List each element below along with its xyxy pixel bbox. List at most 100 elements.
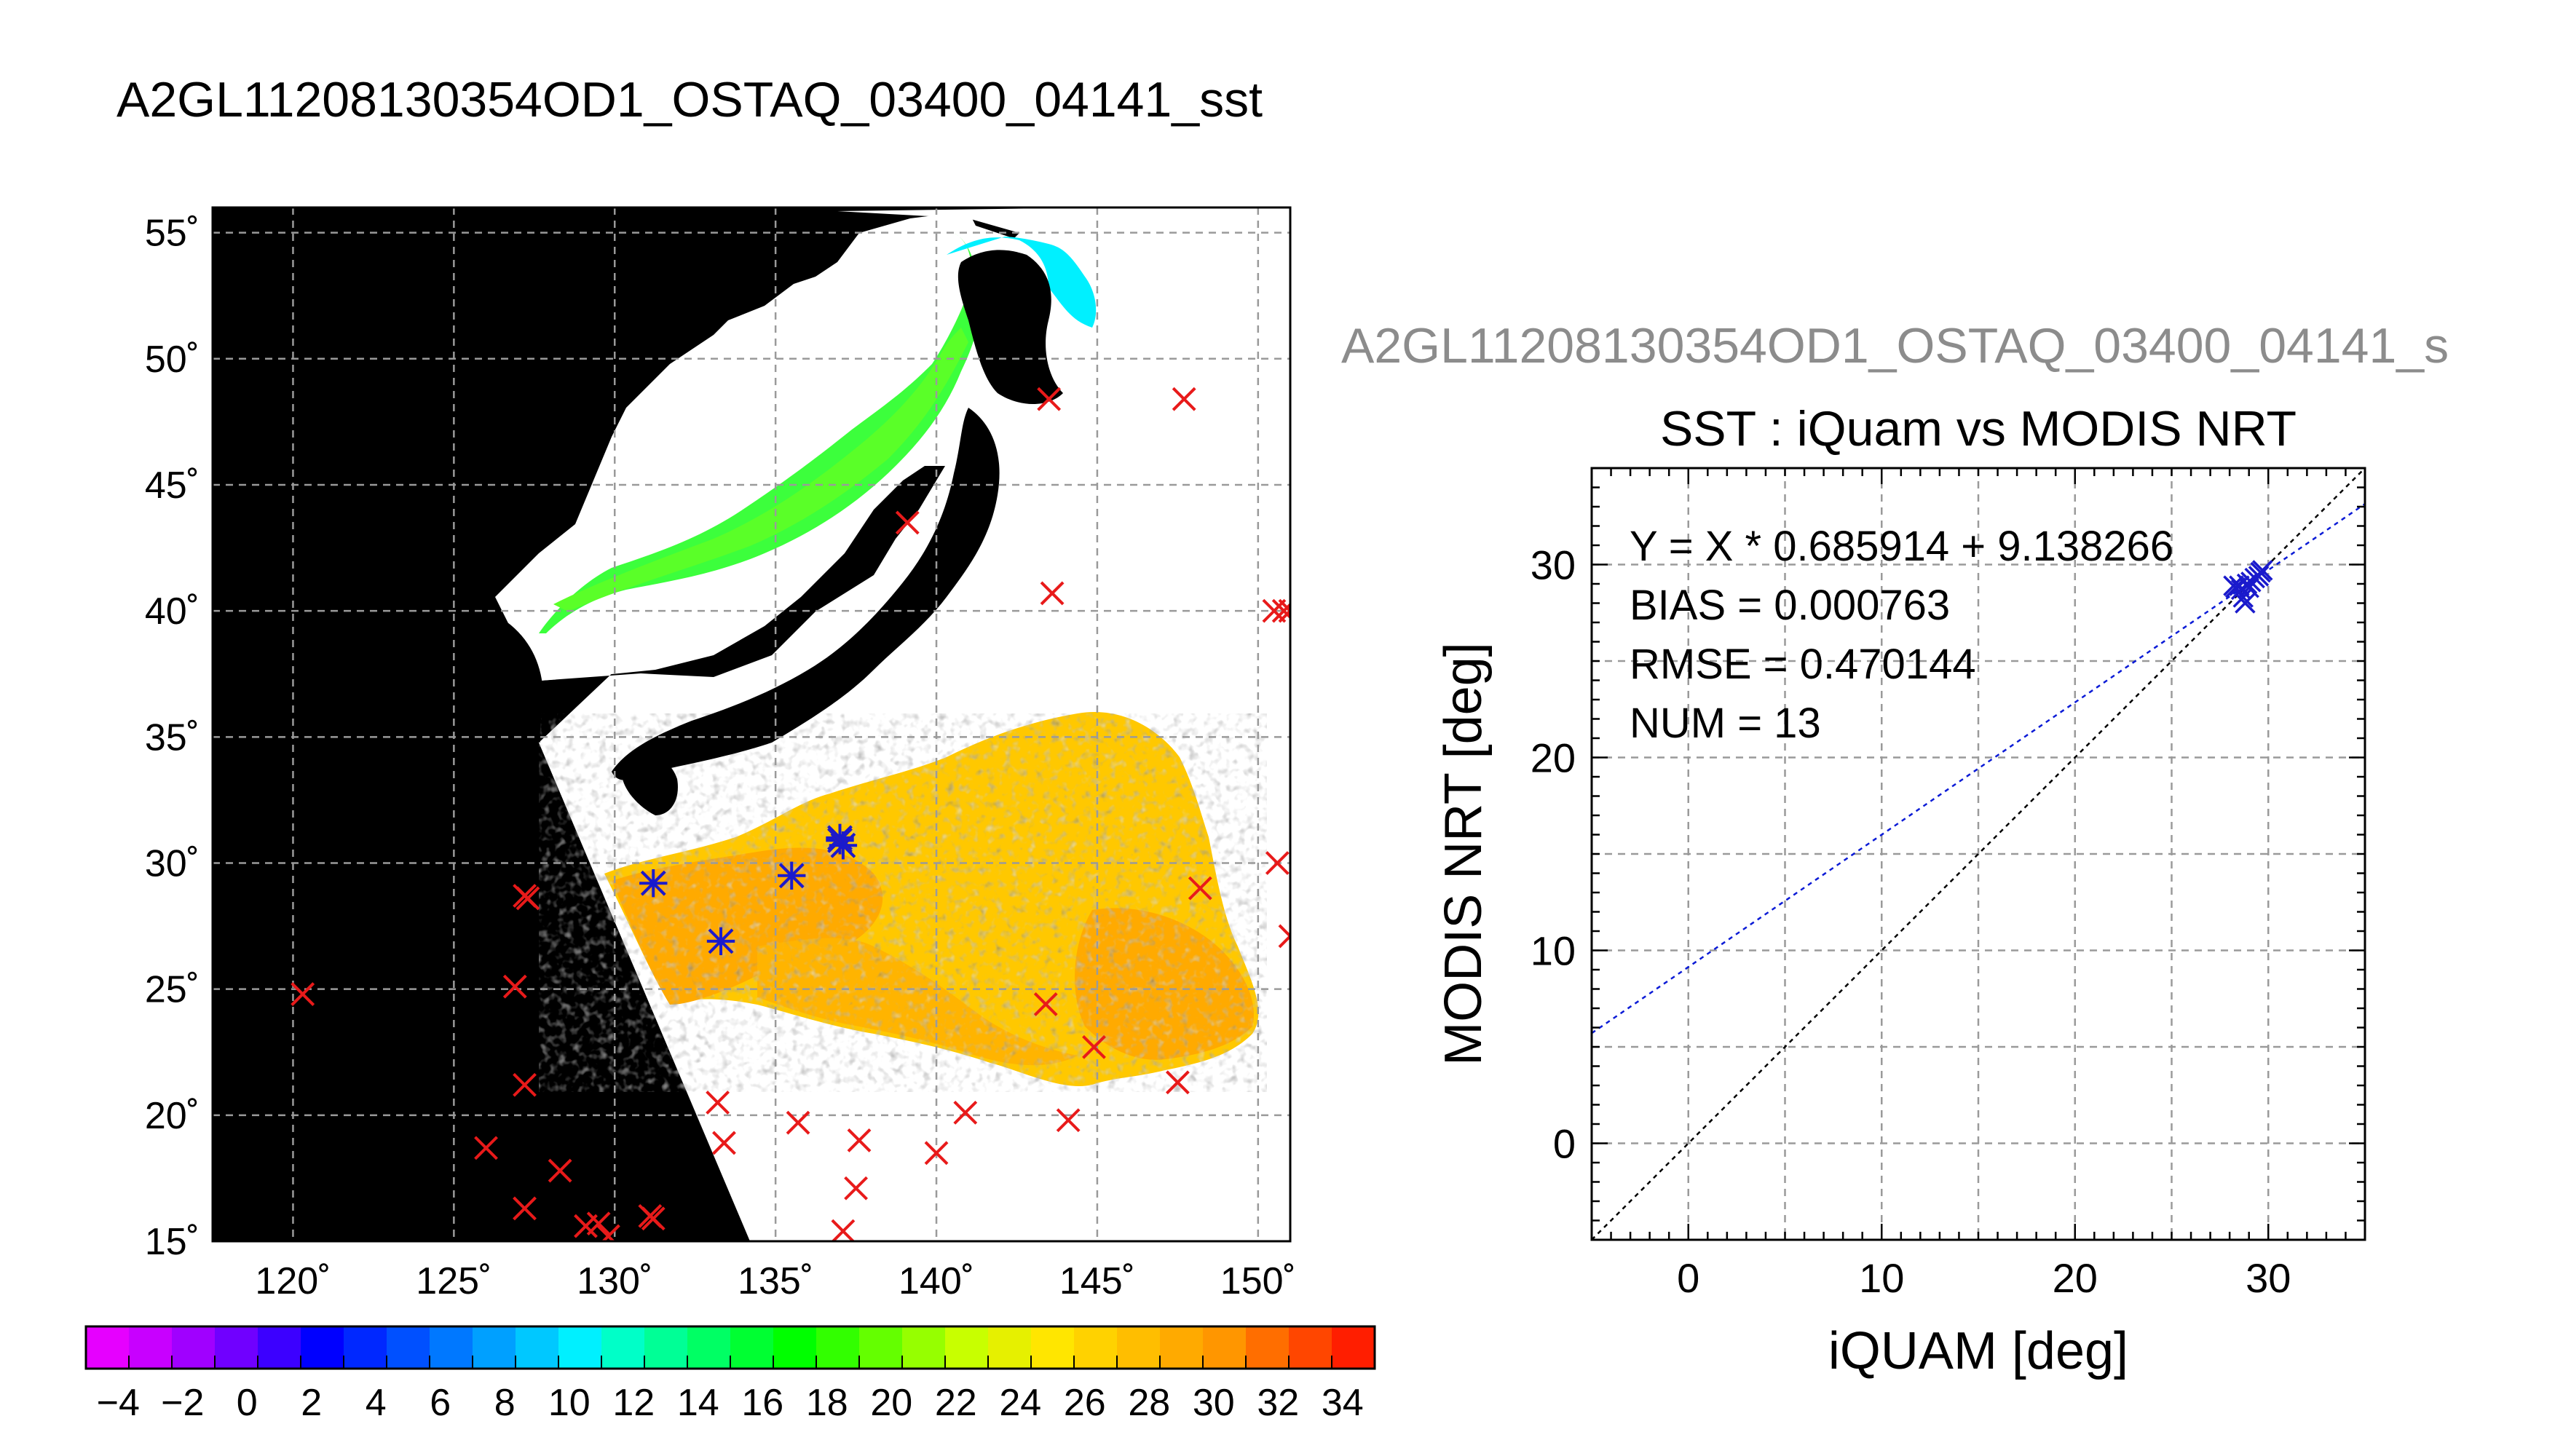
colorbar-segment	[730, 1326, 774, 1369]
stats-box: Y = X * 0.685914 + 9.138266 BIAS = 0.000…	[1630, 523, 2173, 747]
scatter-point	[2235, 593, 2256, 614]
map-marker-unmatched	[513, 1196, 537, 1221]
scatter-y-tick-label: 10	[1531, 928, 1576, 974]
map-marker-matched	[706, 927, 735, 956]
map-x-tick-label: 135˚	[738, 1260, 813, 1302]
colorbar-tick-label: 0	[237, 1382, 258, 1424]
map-marker-unmatched	[1082, 1034, 1106, 1059]
colorbar-tick-label: −2	[161, 1382, 204, 1424]
map-marker-unmatched	[924, 1141, 949, 1166]
map-marker-unmatched	[844, 1176, 868, 1200]
map-marker-unmatched	[895, 510, 920, 535]
map-marker-unmatched	[516, 886, 540, 911]
map-marker-unmatched	[1265, 851, 1290, 875]
scatter-y-tick-label: 20	[1531, 735, 1576, 781]
colorbar-tick-label: 4	[366, 1382, 387, 1424]
colorbar-segment	[558, 1326, 602, 1369]
map-marker-matched	[778, 861, 806, 890]
map-marker-unmatched	[1188, 876, 1212, 901]
stats-bias: BIAS = 0.000763	[1630, 582, 1950, 629]
colorbar-segment	[601, 1326, 645, 1369]
colorbar-tick-label: 32	[1257, 1382, 1299, 1424]
scatter-panel: SST : iQuam vs MODIS NRT 0 10 20 30 0 10 20 30…	[1434, 401, 2366, 1380]
map-frame	[211, 206, 1292, 1243]
map-markers-matched	[639, 823, 858, 956]
scatter-point	[2252, 560, 2273, 581]
map-y-tick-label: 20˚	[145, 1095, 200, 1137]
colorbar-tick-label: 8	[494, 1382, 516, 1424]
colorbar-segment	[902, 1326, 946, 1369]
scatter-grid	[1592, 468, 2365, 1240]
map-x-tick-label: 120˚	[255, 1260, 331, 1302]
colorbar-segment	[644, 1326, 688, 1369]
map-marker-unmatched	[474, 1136, 498, 1160]
colorbar-segment	[859, 1326, 903, 1369]
map-marker-matched	[639, 869, 668, 898]
colorbar-segment	[172, 1326, 216, 1369]
colorbar-tick-label: 14	[677, 1382, 719, 1424]
map-marker-unmatched	[596, 1224, 620, 1241]
map-marker-unmatched	[548, 1158, 572, 1183]
scatter-y-tick-label: 0	[1553, 1121, 1576, 1167]
land-japan-hokkaido	[957, 250, 1063, 404]
scatter-x-tick-label: 0	[1677, 1255, 1699, 1301]
map-x-tick-label: 140˚	[899, 1260, 974, 1302]
colorbar-tick-label: 6	[430, 1382, 451, 1424]
scatter-x-tick-label: 20	[2053, 1255, 2098, 1301]
colorbar-segment	[1074, 1326, 1118, 1369]
colorbar-tick-label: 16	[741, 1382, 783, 1424]
map-marker-unmatched	[1278, 924, 1290, 949]
colorbar-segments	[86, 1326, 1375, 1369]
map-marker-unmatched	[831, 1219, 856, 1241]
scatter-point	[2238, 577, 2259, 598]
colorbar-tick-label: 34	[1322, 1382, 1364, 1424]
colorbar-segment	[1289, 1326, 1332, 1369]
map-marker-unmatched	[1172, 387, 1196, 411]
main-title: A2GL11208130354OD1_OSTAQ_03400_04141_sst	[117, 72, 1263, 127]
scatter-point	[2232, 587, 2254, 608]
map-marker-unmatched	[1271, 598, 1290, 623]
map-marker-unmatched	[706, 1091, 730, 1115]
colorbar-tick-label: 2	[301, 1382, 322, 1424]
colorbar-tick-label: 18	[806, 1382, 848, 1424]
map-y-tick-label: 15˚	[145, 1221, 200, 1263]
map-marker-unmatched	[786, 1110, 810, 1135]
colorbar-segment	[773, 1326, 817, 1369]
sub-title: A2GL11208130354OD1_OSTAQ_03400_04141_s	[1341, 318, 2449, 373]
sst-okhotsk	[947, 237, 1097, 328]
colorbar-segment	[1332, 1326, 1375, 1369]
colorbar-segment	[301, 1326, 344, 1369]
map-marker-matched	[829, 831, 858, 860]
colorbar-segment	[430, 1326, 473, 1369]
scatter-x-tick-label: 30	[2246, 1255, 2291, 1301]
scatter-x-label: iQUAM [deg]	[1828, 1322, 2128, 1380]
map-panel: 120˚ 125˚ 130˚ 135˚ 140˚ 145˚ 150˚ 15˚ 20˚ 25˚ 30…	[145, 206, 1296, 1302]
scatter-points	[2223, 560, 2273, 614]
map-marker-unmatched	[712, 1131, 736, 1155]
map-marker-unmatched	[1033, 992, 1058, 1016]
colorbar-tick-label: 20	[870, 1382, 912, 1424]
land-korea	[499, 619, 542, 743]
map-marker-unmatched	[502, 974, 527, 999]
land-japan-kyushu	[623, 754, 678, 815]
colorbar-segment	[258, 1326, 301, 1369]
map-y-tick-label: 35˚	[145, 716, 200, 759]
colorbar-tick-label: 30	[1193, 1382, 1235, 1424]
colorbar-segment	[1246, 1326, 1290, 1369]
map-x-tick-label: 125˚	[416, 1260, 491, 1302]
stats-rmse: RMSE = 0.470144	[1630, 641, 1976, 688]
map-markers-unmatched	[291, 387, 1290, 1241]
map-grid	[213, 207, 1290, 1241]
colorbar-ticks: −4 −2 0 2 4 6 8 10 12 14 16 18 20 22 24 26 28 30 32 34	[97, 1356, 1364, 1424]
colorbar-segment	[473, 1326, 516, 1369]
colorbar-segment	[687, 1326, 731, 1369]
colorbar: −4 −2 0 2 4 6 8 10 12 14 16 18 20 22 24 26 28 30 32 34	[84, 1325, 1376, 1424]
identity-line	[1592, 468, 2365, 1240]
colorbar-segment	[945, 1326, 989, 1369]
colorbar-segment	[387, 1326, 430, 1369]
map-marker-unmatched	[1037, 387, 1062, 411]
map-x-ticks: 120˚ 125˚ 130˚ 135˚ 140˚ 145˚ 150˚	[255, 1260, 1295, 1302]
colorbar-tick-label: 12	[612, 1382, 655, 1424]
map-marker-unmatched	[1056, 1108, 1081, 1133]
